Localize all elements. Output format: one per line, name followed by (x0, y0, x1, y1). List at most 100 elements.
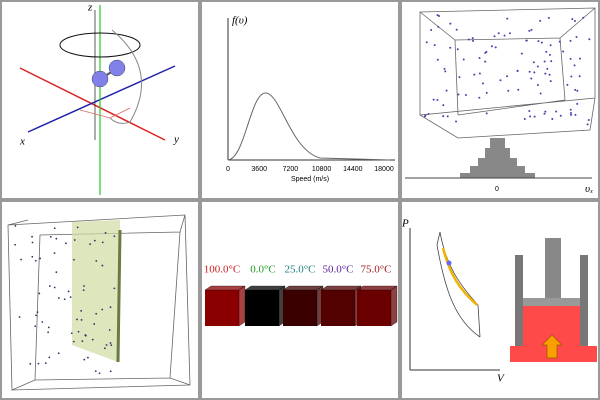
particle (555, 110, 558, 113)
particle (587, 118, 590, 121)
particle (497, 32, 500, 35)
particle (562, 50, 565, 53)
rotation-circle (59, 32, 141, 58)
y-label: y (173, 134, 179, 146)
particle (529, 115, 532, 118)
particle (499, 79, 502, 82)
particle (35, 314, 37, 317)
wall (515, 255, 523, 347)
particle (543, 60, 546, 63)
particle (48, 285, 51, 287)
cube-face (245, 290, 279, 326)
particle (569, 39, 572, 42)
particle (549, 44, 552, 47)
particle (574, 113, 577, 116)
particle (80, 319, 83, 321)
particle (478, 96, 481, 99)
particle (49, 235, 52, 238)
particle (34, 259, 37, 262)
particle (73, 239, 76, 241)
x-tick-label: 14400 (343, 166, 363, 173)
particle (53, 227, 56, 230)
panel-temperatures[interactable]: 100.0°C 0.0°C 25.0°C 50.0°C 75.0°C (202, 202, 398, 398)
particle (449, 22, 452, 25)
particle (108, 329, 111, 331)
particle (14, 243, 17, 246)
cube-face (321, 290, 355, 326)
particle (484, 51, 487, 54)
x-tick-label: 3600 (251, 166, 267, 173)
x-tick-label: 10800 (312, 166, 332, 173)
panel-speed[interactable]: f(υ) Speed (m/s) 0 3600 7200 10800 14400 1800… (202, 2, 398, 198)
particle (536, 65, 539, 68)
histogram (460, 138, 535, 178)
panel-histogram[interactable]: 0 υx (402, 2, 598, 198)
cube-face (205, 290, 239, 326)
particle (586, 123, 589, 126)
particle (559, 114, 562, 117)
vx-main: υ (585, 183, 590, 195)
particle (517, 88, 520, 91)
particle (506, 17, 509, 20)
particle (101, 308, 104, 311)
particle (532, 61, 535, 64)
temperature-label: 75.0°C (361, 264, 392, 276)
panel-molecule[interactable]: z x y (2, 2, 198, 198)
particle (442, 115, 445, 118)
particle (523, 118, 526, 121)
v-label: V (497, 373, 505, 385)
x-tick-label: 0 (226, 166, 230, 173)
particle (91, 338, 94, 341)
particle (55, 271, 58, 274)
particle (478, 72, 481, 75)
particle (530, 77, 533, 80)
particle (94, 370, 97, 373)
cube-side (356, 285, 398, 327)
particle (550, 60, 553, 63)
particle (18, 316, 21, 318)
particle (569, 111, 572, 114)
particle (573, 20, 576, 23)
atom (91, 70, 109, 88)
panel-diffusion[interactable] (2, 202, 198, 398)
particle (455, 120, 458, 123)
particle (575, 35, 578, 38)
particle (569, 108, 572, 111)
particle (508, 32, 511, 35)
particle (80, 309, 83, 312)
particle (77, 330, 80, 333)
particle (548, 53, 551, 56)
panel-engine[interactable]: P V (401, 202, 598, 398)
y-axis (27, 65, 176, 133)
particle (76, 318, 78, 321)
particle (525, 39, 528, 42)
particle (543, 112, 546, 115)
particle (456, 48, 459, 51)
particle (533, 115, 536, 118)
vx-sub: x (589, 189, 593, 195)
particle (64, 242, 67, 245)
particle (81, 340, 84, 343)
particle (558, 40, 561, 43)
particle (494, 46, 497, 49)
particle (485, 112, 488, 115)
x-label: Speed (m/s) (291, 176, 329, 183)
particle (473, 73, 476, 76)
particle (38, 292, 41, 295)
particle (546, 67, 549, 70)
particle (539, 92, 542, 95)
particle (449, 46, 452, 49)
particle (493, 35, 496, 38)
particle (89, 243, 92, 246)
state (446, 260, 452, 266)
particle (573, 64, 576, 67)
particle (113, 235, 116, 238)
particle (98, 372, 101, 375)
arc (109, 29, 143, 124)
particle (72, 340, 75, 343)
particle (20, 258, 23, 261)
particle (101, 264, 104, 267)
particle (101, 241, 104, 244)
particle (457, 93, 460, 96)
temperature-label: 100.0°C (204, 264, 241, 276)
